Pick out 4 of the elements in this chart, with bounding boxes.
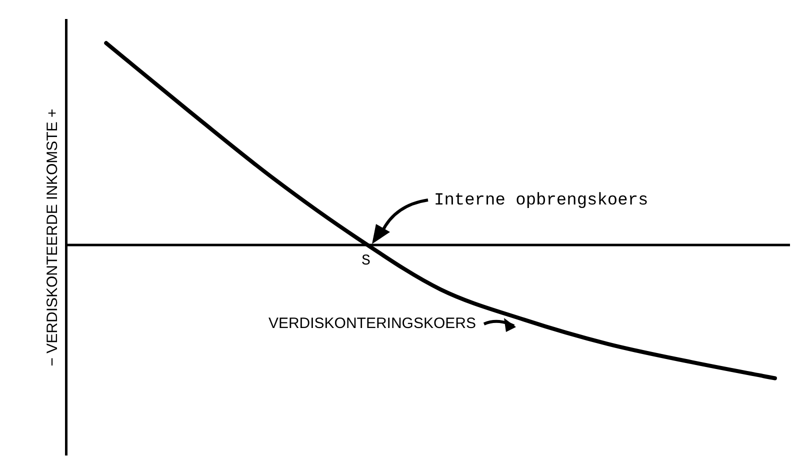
annotation: Interne opbrengskoers xyxy=(434,192,648,210)
x-axis-title: VERDISKONTERINGSKOERS xyxy=(268,315,476,332)
y-axis-title: − VERDISKONTEERDE INKOMSTE + xyxy=(44,108,62,366)
annotation: S xyxy=(361,252,371,270)
